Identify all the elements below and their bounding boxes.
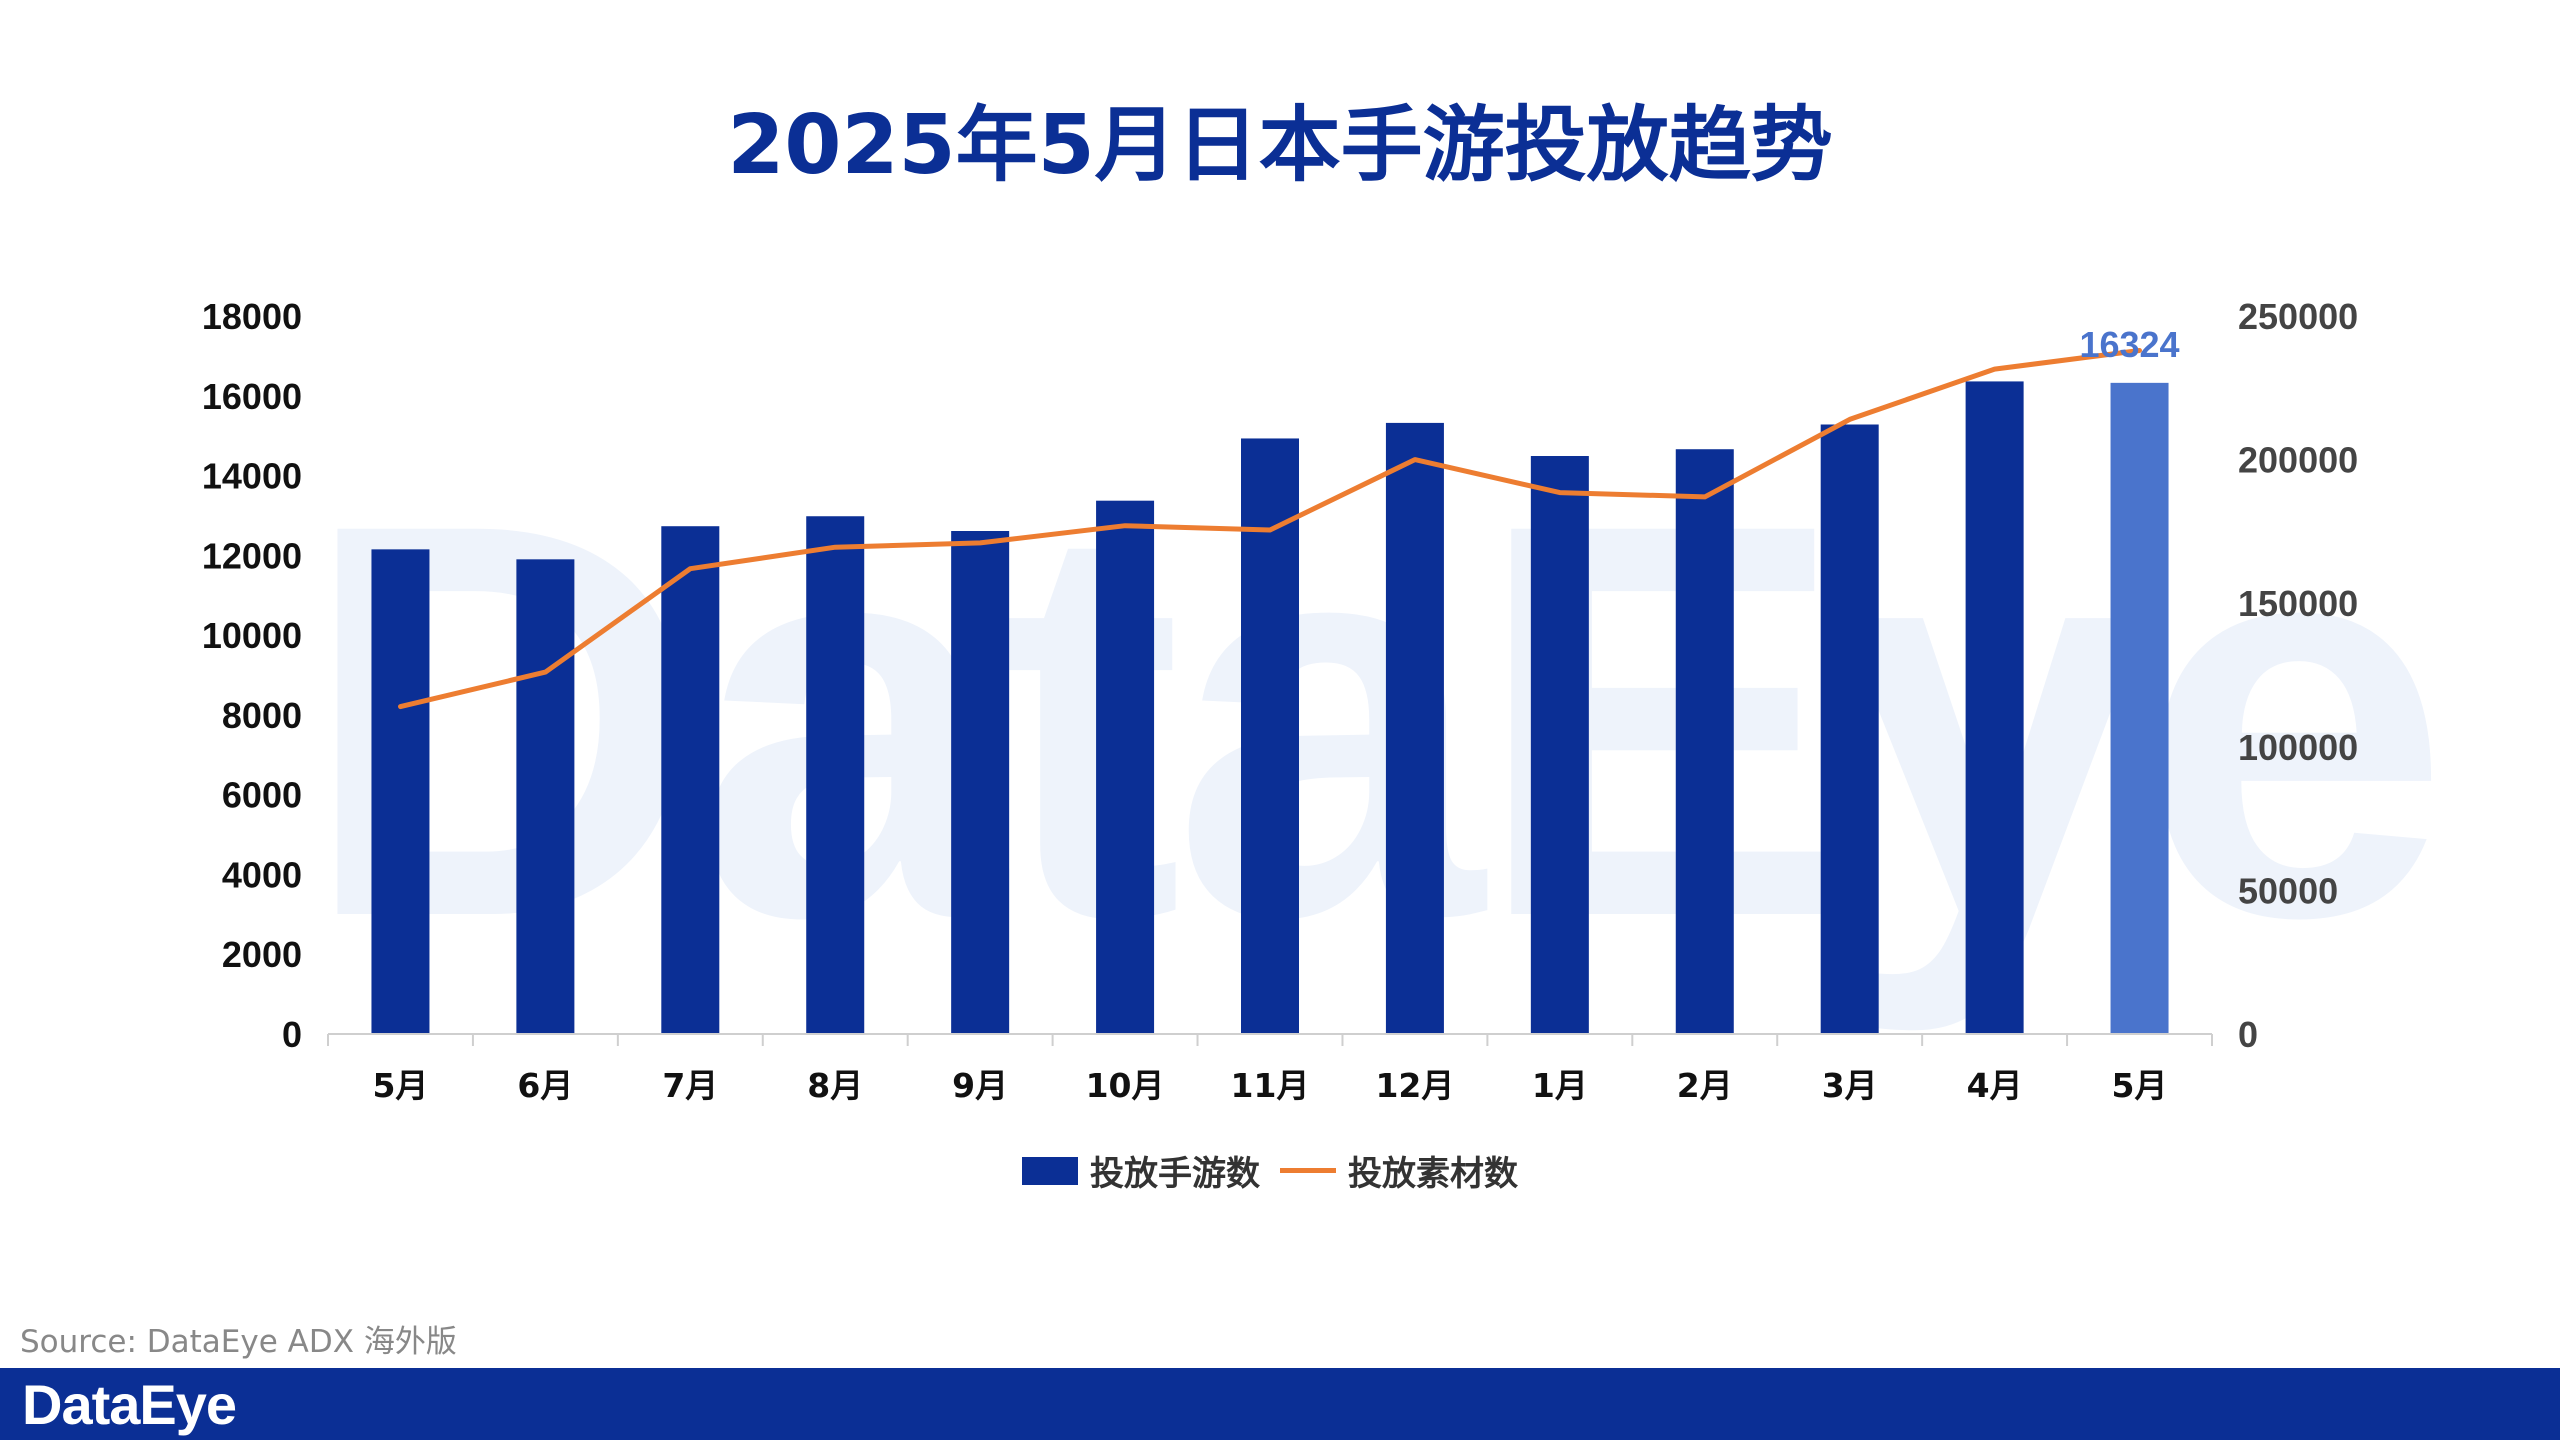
bar-4 (806, 516, 865, 1034)
right-axis-tick-label: 100000 (2238, 727, 2358, 768)
legend-line-swatch (1280, 1168, 1336, 1173)
bar-8 (1385, 422, 1444, 1034)
bar-5 (951, 531, 1010, 1034)
category-label: 5月 (372, 1066, 428, 1105)
left-axis-tick-label: 0 (282, 1014, 302, 1055)
right-axis-tick-label: 50000 (2238, 870, 2338, 911)
highlight-value-label: 16324 (2079, 324, 2179, 365)
bar-series (371, 381, 2169, 1035)
bar-6 (1096, 500, 1155, 1034)
bar-10 (1675, 449, 1734, 1034)
legend: 投放手游数 投放素材数 (1022, 1146, 1518, 1195)
left-axis-tick-label: 2000 (222, 934, 302, 975)
category-label: 4月 (1967, 1066, 2023, 1105)
bar-11 (1820, 424, 1879, 1034)
category-label: 8月 (807, 1066, 863, 1105)
left-axis-tick-label: 14000 (202, 456, 302, 497)
bar-13 (2110, 382, 2169, 1035)
category-label: 9月 (952, 1066, 1008, 1105)
right-y-axis: 0 50000 100000 150000 200000 250000 (2238, 296, 2358, 1055)
category-label: 7月 (662, 1066, 718, 1105)
chart-title: 2025年5月日本手游投放趋势 (727, 98, 1833, 193)
bar-3 (661, 526, 720, 1034)
category-label: 6月 (517, 1066, 573, 1105)
watermark-text: DataEye (300, 407, 2450, 1033)
left-y-axis: 0 2000 4000 6000 8000 10000 12000 14000 16000 180… (202, 296, 302, 1055)
left-axis-tick-label: 16000 (202, 376, 302, 417)
category-label: 1月 (1532, 1066, 1588, 1105)
bar-1 (371, 549, 430, 1034)
legend-label-creatives: 投放素材数 (1348, 1154, 1518, 1194)
right-axis-tick-label: 200000 (2238, 440, 2358, 481)
bar-12 (1965, 381, 2024, 1034)
footer-logo: DataEye (22, 1373, 237, 1436)
x-axis: 5月 6月 7月 8月 9月 10月 11月 12月 1月 2月 3月 4月 5月 (327, 1033, 2213, 1105)
right-axis-tick-label: 150000 (2238, 583, 2358, 624)
left-axis-tick-label: 6000 (222, 775, 302, 816)
category-label: 3月 (1822, 1066, 1878, 1105)
source-note: Source: DataEye ADX 海外版 (20, 1324, 457, 1360)
highlight-annotation: 16324 (2079, 324, 2179, 365)
legend-label-games: 投放手游数 (1090, 1154, 1260, 1194)
right-axis-tick-label: 250000 (2238, 296, 2358, 337)
legend-bar-swatch (1022, 1156, 1078, 1185)
left-axis-tick-label: 10000 (202, 615, 302, 656)
right-axis-tick-label: 0 (2238, 1014, 2258, 1055)
category-label: 5月 (2112, 1066, 2168, 1105)
left-axis-tick-label: 4000 (222, 854, 302, 895)
category-label: 2月 (1677, 1066, 1733, 1105)
bar-7 (1241, 438, 1299, 1035)
line-series (398, 348, 2142, 710)
category-label: 10月 (1086, 1066, 1165, 1105)
bar-2 (516, 559, 575, 1034)
left-axis-tick-label: 18000 (202, 296, 302, 337)
category-label: 12月 (1375, 1066, 1454, 1105)
footer-bar: DataEye (0, 1368, 2560, 1440)
left-axis-tick-label: 12000 (202, 535, 302, 576)
bar-9 (1530, 456, 1589, 1034)
left-axis-tick-label: 8000 (222, 695, 302, 736)
category-label: 11月 (1231, 1066, 1310, 1105)
